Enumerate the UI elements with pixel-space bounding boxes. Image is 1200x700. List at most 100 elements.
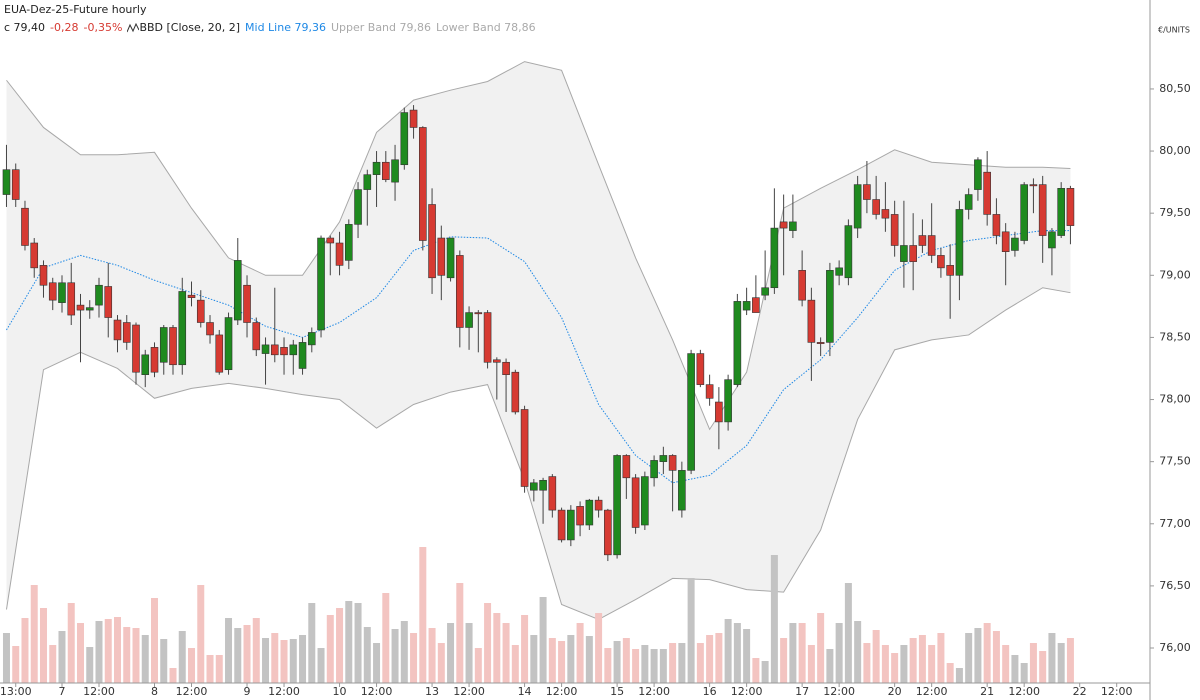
candle-body	[548, 476, 557, 511]
candle-body	[1066, 188, 1075, 226]
candle-body	[530, 482, 538, 491]
volume-bar	[178, 631, 186, 683]
y-tick-label: 79,00	[1159, 268, 1191, 281]
volume-bar	[437, 643, 445, 683]
candle-body	[150, 347, 159, 373]
volume-bar	[881, 645, 889, 683]
volume-bar	[86, 647, 94, 683]
candle-body	[798, 270, 806, 301]
unit-label: €/UNITS	[1158, 26, 1190, 35]
candle-body	[835, 267, 843, 276]
volume-bar	[558, 641, 566, 683]
header: EUA-Dez-25-Future hourly c 79,40 -0,28 -0,…	[4, 1, 541, 37]
x-tick-label: 21	[980, 685, 994, 698]
candle-body	[465, 312, 473, 328]
candle-body	[224, 317, 233, 371]
candle-body	[668, 455, 677, 471]
candle-body	[344, 224, 353, 261]
candle-body	[76, 304, 85, 311]
volume-bar	[2, 633, 10, 683]
volume-bar	[317, 648, 325, 683]
candle-body	[927, 235, 936, 256]
volume-bar	[271, 633, 279, 683]
candle-body	[576, 506, 584, 526]
volume-bar	[169, 668, 177, 683]
candle-body	[317, 237, 325, 331]
x-tick-label: 17	[795, 685, 809, 698]
candle-body	[641, 476, 649, 526]
x-tick-label: 12:00	[731, 685, 763, 698]
volume-bar	[252, 618, 260, 683]
volume-bar	[336, 608, 344, 683]
candle-body	[372, 161, 381, 175]
volume-bar	[974, 628, 982, 683]
candle-body	[354, 189, 362, 225]
volume-bar	[95, 621, 103, 683]
candle-body	[863, 184, 871, 200]
candle-body	[844, 225, 853, 279]
candle-body	[789, 221, 797, 231]
volume-bar	[511, 645, 519, 683]
volume-bar	[965, 633, 973, 683]
volume-bar	[632, 649, 640, 683]
volume-bar	[243, 625, 251, 683]
volume-bar	[992, 631, 1000, 683]
x-tick-label: 10	[333, 685, 347, 698]
candle-body	[132, 324, 140, 373]
volume-bar	[21, 618, 29, 683]
volume-bar	[1011, 655, 1019, 683]
volume-bar	[1002, 645, 1010, 683]
x-tick-label: 13	[425, 685, 439, 698]
candle-body	[853, 184, 862, 229]
volume-bar	[752, 658, 760, 683]
candle-body	[992, 214, 1001, 236]
candle-body	[21, 207, 29, 246]
candle-body	[502, 361, 510, 375]
volume-bar	[909, 638, 917, 683]
candle-body	[909, 245, 917, 262]
volume-bar	[854, 621, 862, 683]
volume-bar	[354, 603, 362, 683]
x-tick-label: 12:00	[916, 685, 948, 698]
candle-body	[937, 255, 945, 269]
volume-bar	[780, 638, 788, 683]
candle-body	[779, 221, 788, 229]
volume-bar	[123, 627, 131, 683]
volume-bar	[863, 643, 871, 683]
candle-body	[280, 347, 288, 356]
candle-body	[696, 353, 705, 385]
change: -0,28	[50, 21, 79, 34]
volume-bar	[113, 617, 121, 683]
candle-body	[1011, 237, 1019, 251]
candle-body	[1048, 231, 1056, 249]
candle-body	[289, 344, 298, 356]
candle-body	[705, 384, 714, 399]
x-tick-label: 12:00	[453, 685, 485, 698]
volume-bar	[798, 623, 806, 683]
candle-body	[67, 282, 76, 316]
band-lower	[5, 287, 1071, 620]
volume-bar	[363, 627, 371, 683]
volume-bar	[225, 618, 233, 683]
candle-body	[141, 354, 150, 375]
candle-body	[520, 409, 529, 487]
candle-body	[493, 359, 501, 363]
candle-body	[761, 287, 769, 296]
volume-bar	[595, 613, 603, 683]
y-tick-label: 78,50	[1159, 330, 1191, 343]
candle-body	[742, 301, 751, 311]
volume-bar	[391, 629, 399, 683]
candle-body	[631, 477, 640, 528]
candle-body	[964, 194, 973, 210]
candle-body	[85, 307, 94, 311]
candle-body	[187, 294, 196, 298]
volume-bar	[141, 635, 149, 683]
volume-bar	[76, 623, 84, 683]
candle-body	[243, 284, 251, 323]
candle-body	[678, 470, 686, 511]
candle-body	[881, 209, 890, 219]
last-close: c 79,40	[4, 21, 46, 34]
candle-body	[335, 242, 344, 266]
volume-bar	[197, 585, 205, 683]
